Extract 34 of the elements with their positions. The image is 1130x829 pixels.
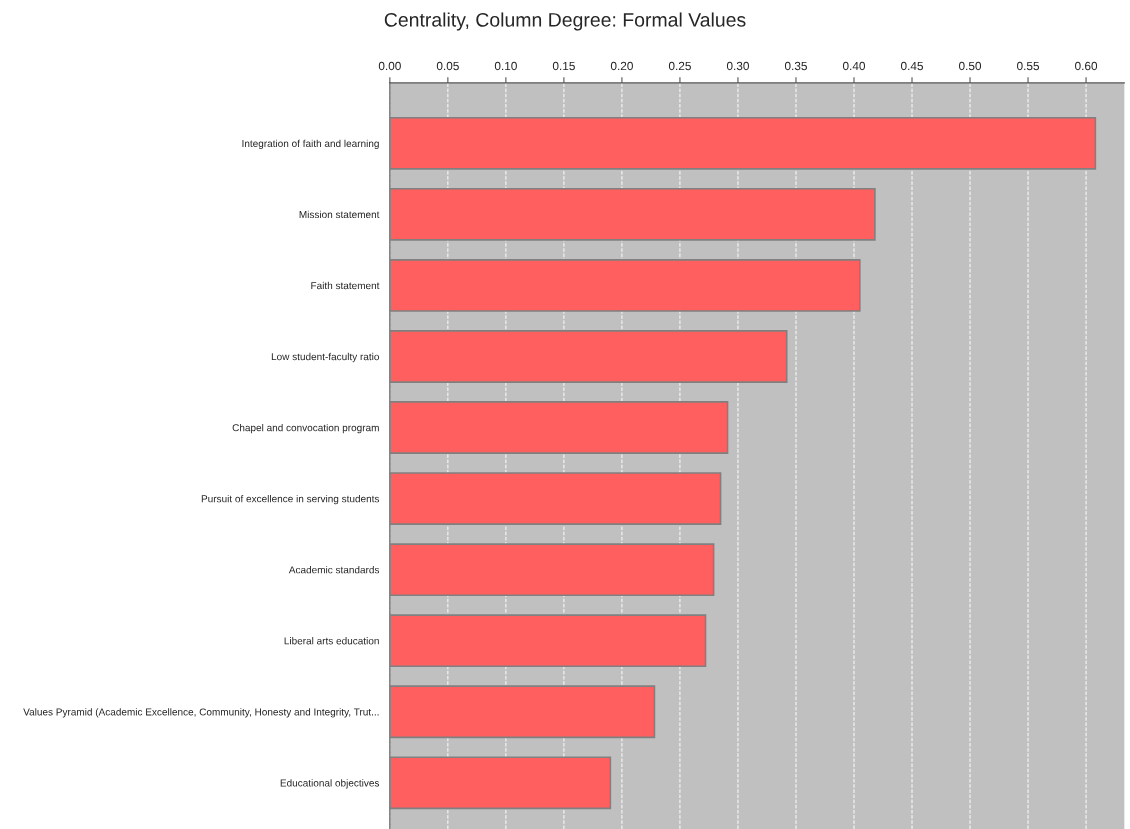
bar (389, 116, 1097, 170)
y-tick-label: Educational objectives (280, 779, 380, 789)
x-tick-label: 0.55 (1017, 61, 1040, 71)
y-tick-label: Liberal arts education (284, 637, 379, 645)
x-tick-label: 0.25 (668, 61, 691, 71)
x-tick-label: 0.00 (378, 61, 401, 71)
x-tick-label: 0.45 (900, 61, 923, 71)
bar (389, 330, 788, 383)
x-tick-label: 0.50 (959, 61, 982, 71)
y-tick-label: Integration of faith and learning (242, 139, 379, 149)
bar (389, 187, 876, 241)
x-tick-label: 0.30 (726, 61, 749, 71)
y-tick-label: Faith statement (311, 281, 380, 290)
x-tick-label: 0.15 (552, 61, 575, 71)
y-tick-label: Academic standards (288, 566, 380, 574)
x-tick-label: 0.20 (610, 61, 633, 71)
y-tick-label: Values Pyramid (Academic Excellence, Community, Honesty and Integrity, Trut... (23, 708, 379, 718)
x-tick-label: 0.40 (842, 61, 866, 71)
bar (389, 685, 656, 739)
x-tick-label: 0.60 (1075, 61, 1098, 71)
x-tick-label: 0.10 (494, 61, 517, 71)
x-tick-label: 0.35 (784, 61, 807, 71)
y-tick-label: Mission statement (299, 210, 380, 219)
bar (389, 614, 707, 668)
chart-title: Centrality, Column Degree: Formal Values (384, 12, 746, 31)
y-tick-label: Pursuit of excellence in serving students (201, 494, 380, 505)
bar (389, 401, 729, 454)
x-tick-label: 0.05 (436, 61, 459, 71)
bar (389, 258, 861, 312)
y-tick-label: Chapel and convocation program (232, 423, 379, 434)
bar (389, 543, 715, 597)
y-tick-label: Low student-faculty ratio (271, 352, 380, 363)
bar (389, 472, 722, 525)
bar (389, 756, 612, 810)
